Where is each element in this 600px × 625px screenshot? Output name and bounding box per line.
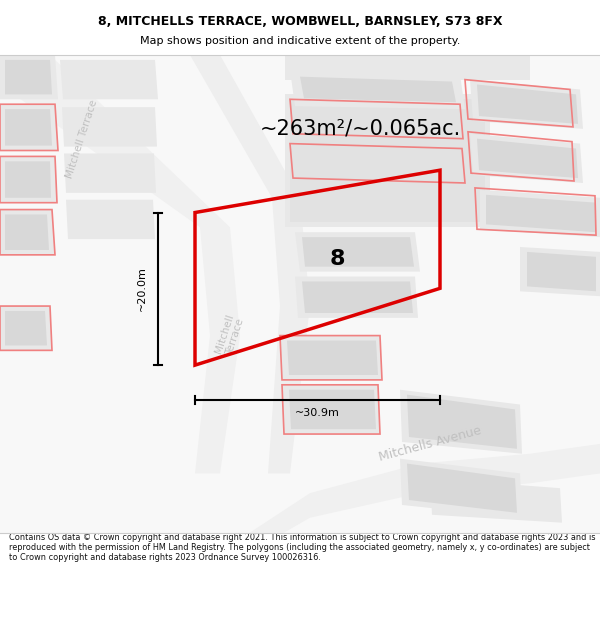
Text: ~30.9m: ~30.9m bbox=[295, 408, 340, 418]
Polygon shape bbox=[0, 55, 240, 473]
Text: Contains OS data © Crown copyright and database right 2021. This information is : Contains OS data © Crown copyright and d… bbox=[9, 532, 595, 562]
Polygon shape bbox=[289, 390, 376, 429]
Text: Mitchell Terrace: Mitchell Terrace bbox=[65, 98, 100, 179]
Text: ~20.0m: ~20.0m bbox=[137, 266, 147, 311]
Polygon shape bbox=[66, 200, 155, 239]
Text: 8, MITCHELLS TERRACE, WOMBWELL, BARNSLEY, S73 8FX: 8, MITCHELLS TERRACE, WOMBWELL, BARNSLEY… bbox=[98, 16, 502, 28]
Polygon shape bbox=[302, 281, 413, 313]
Polygon shape bbox=[520, 247, 600, 296]
Polygon shape bbox=[486, 195, 596, 232]
Polygon shape bbox=[295, 276, 418, 318]
Polygon shape bbox=[480, 190, 600, 237]
Polygon shape bbox=[295, 232, 420, 272]
Polygon shape bbox=[170, 55, 310, 473]
Polygon shape bbox=[60, 60, 158, 99]
Polygon shape bbox=[302, 237, 414, 267]
Polygon shape bbox=[5, 109, 52, 146]
Polygon shape bbox=[0, 306, 52, 351]
Polygon shape bbox=[282, 385, 380, 434]
Polygon shape bbox=[290, 99, 485, 222]
Polygon shape bbox=[287, 341, 378, 375]
Polygon shape bbox=[477, 139, 578, 178]
Polygon shape bbox=[400, 390, 522, 454]
Polygon shape bbox=[0, 156, 57, 202]
Polygon shape bbox=[407, 394, 517, 449]
Text: Map shows position and indicative extent of the property.: Map shows position and indicative extent… bbox=[140, 36, 460, 46]
Polygon shape bbox=[470, 134, 583, 183]
Text: 8: 8 bbox=[330, 249, 345, 269]
Polygon shape bbox=[477, 84, 578, 124]
Polygon shape bbox=[5, 311, 47, 346]
Polygon shape bbox=[407, 464, 517, 512]
Polygon shape bbox=[280, 336, 382, 380]
Polygon shape bbox=[290, 70, 465, 109]
Polygon shape bbox=[430, 478, 562, 522]
Polygon shape bbox=[0, 209, 55, 255]
Polygon shape bbox=[0, 104, 58, 151]
Polygon shape bbox=[5, 161, 51, 198]
Polygon shape bbox=[64, 154, 156, 193]
Polygon shape bbox=[5, 214, 49, 250]
Polygon shape bbox=[300, 77, 456, 102]
Polygon shape bbox=[400, 459, 522, 518]
Polygon shape bbox=[0, 55, 600, 532]
Polygon shape bbox=[0, 55, 58, 99]
Polygon shape bbox=[285, 94, 490, 228]
Polygon shape bbox=[250, 444, 600, 552]
Polygon shape bbox=[285, 55, 530, 79]
Polygon shape bbox=[5, 60, 52, 94]
Polygon shape bbox=[470, 79, 583, 129]
Text: Mitchell
Terrace: Mitchell Terrace bbox=[214, 313, 247, 358]
Polygon shape bbox=[527, 252, 596, 291]
Text: ~263m²/~0.065ac.: ~263m²/~0.065ac. bbox=[259, 119, 461, 139]
Text: Mitchells Avenue: Mitchells Avenue bbox=[377, 424, 482, 464]
Polygon shape bbox=[62, 107, 157, 146]
